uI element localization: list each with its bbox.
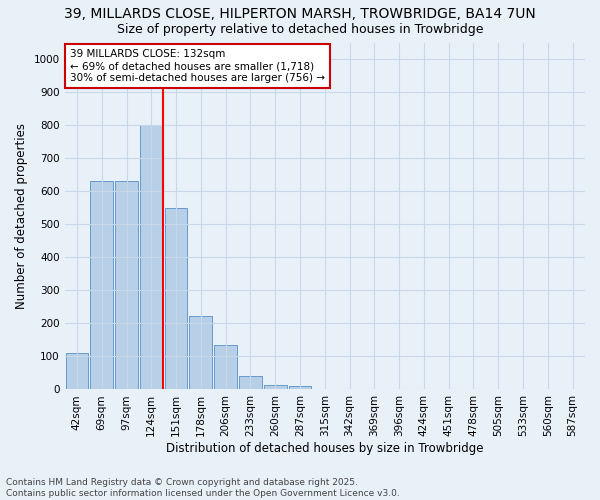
Y-axis label: Number of detached properties: Number of detached properties	[15, 123, 28, 309]
Bar	[65, 353, 88, 390]
X-axis label: Distribution of detached houses by size in Trowbridge: Distribution of detached houses by size …	[166, 442, 484, 455]
Bar	[214, 345, 237, 390]
Text: 39, MILLARDS CLOSE, HILPERTON MARSH, TROWBRIDGE, BA14 7UN: 39, MILLARDS CLOSE, HILPERTON MARSH, TRO…	[64, 8, 536, 22]
Bar	[140, 125, 163, 390]
Bar	[264, 384, 287, 390]
Text: Size of property relative to detached houses in Trowbridge: Size of property relative to detached ho…	[117, 22, 483, 36]
Bar	[239, 376, 262, 390]
Text: Contains HM Land Registry data © Crown copyright and database right 2025.
Contai: Contains HM Land Registry data © Crown c…	[6, 478, 400, 498]
Bar	[164, 208, 187, 390]
Bar	[190, 316, 212, 390]
Bar	[115, 182, 138, 390]
Bar	[289, 386, 311, 390]
Text: 39 MILLARDS CLOSE: 132sqm
← 69% of detached houses are smaller (1,718)
30% of se: 39 MILLARDS CLOSE: 132sqm ← 69% of detac…	[70, 50, 325, 82]
Bar	[91, 182, 113, 390]
